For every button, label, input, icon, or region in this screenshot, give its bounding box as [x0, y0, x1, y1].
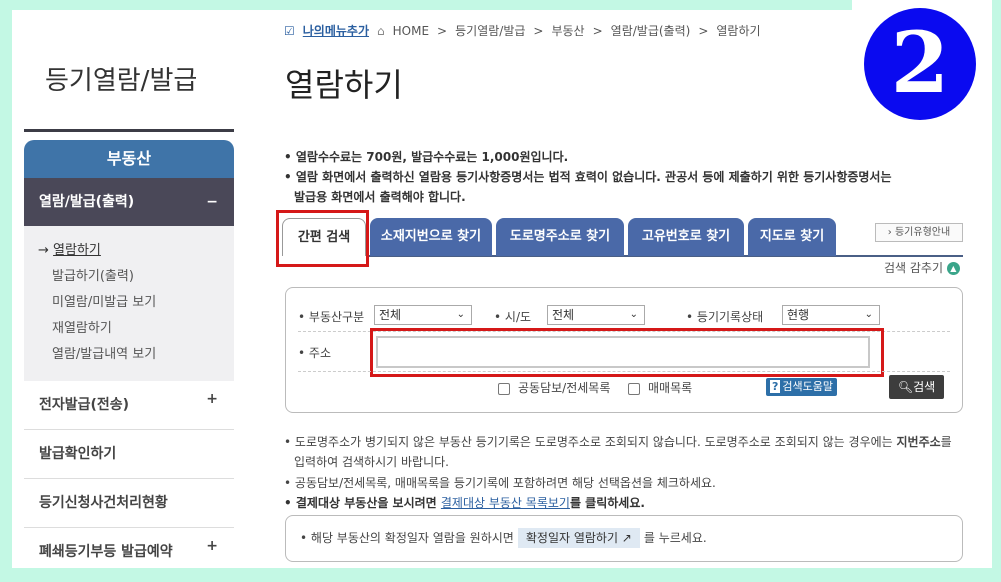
address-input[interactable] — [376, 336, 870, 368]
note-fee: • 열람수수료는 700원, 발급수수료는 1,000원입니다. — [284, 150, 569, 164]
crumb-property[interactable]: 부동산 — [551, 24, 585, 38]
search-tabs: 간편 검색 소재지번으로 찾기 도로명주소로 찾기 고유번호로 찾기 지도로 찾… — [282, 218, 836, 256]
submenu-item-unviewed[interactable]: 미열람/미발급 보기 — [52, 295, 157, 310]
confirm-date-view-button[interactable]: 확정일자 열람하기 ↗ — [517, 528, 640, 548]
note-options: • 공동담보/전세목록, 매매목록을 등기기록에 포함하려면 해당 선택옵션을 … — [284, 476, 716, 490]
sales-list-checkbox[interactable]: 매매목록 — [628, 379, 692, 396]
tab-map[interactable]: 지도로 찾기 — [748, 218, 836, 256]
collateral-checkbox[interactable]: 공동담보/전세목록 — [498, 379, 610, 396]
note-road-address: • 도로명주소가 병기되지 않은 부동산 등기기록은 도로명주소로 조회되지 않… — [284, 435, 952, 449]
collapse-icon[interactable]: − — [206, 194, 218, 210]
note-payment: • 결제대상 부동산을 보시려면 결제대상 부동산 목록보기를 클릭하세요. — [284, 496, 645, 510]
sidebar-item-status[interactable]: 등기신청사건처리현황 — [24, 479, 234, 528]
sido-label: • 시/도 — [494, 310, 532, 324]
search-help-button[interactable]: ? 검색도움말 — [766, 378, 837, 396]
sidebar-header: 부동산 — [24, 140, 234, 178]
expand-icon[interactable]: + — [206, 538, 218, 554]
divider — [24, 129, 234, 132]
question-icon: ? — [770, 380, 781, 393]
search-icon: 🔍︎ — [897, 380, 914, 394]
submenu-item-issue[interactable]: 발급하기(출력) — [52, 269, 134, 284]
tab-unique-number[interactable]: 고유번호로 찾기 — [628, 218, 744, 256]
status-select[interactable]: 현행 ⌄ — [782, 305, 880, 325]
submenu-item-view[interactable]: → 열람하기 — [38, 243, 101, 258]
property-type-select[interactable]: 전체 ⌄ — [374, 305, 472, 325]
expand-icon[interactable]: + — [206, 391, 218, 407]
sidebar-item-closed[interactable]: 폐쇄등기부등 발급예약 + — [24, 528, 234, 577]
divider — [298, 331, 950, 332]
note-legal-cont: 발급용 화면에서 출력해야 합니다. — [294, 190, 466, 204]
search-panel — [285, 287, 963, 413]
breadcrumb: ☑ 나의메뉴추가 ⌂ HOME > 등기열람/발급 > 부동산 > 열람/발급(출력)… — [284, 23, 761, 39]
sidebar-group-active[interactable]: 열람/발급(출력) − — [24, 178, 234, 226]
address-label: • 주소 — [298, 346, 331, 360]
add-my-menu-link[interactable]: 나의메뉴추가 — [302, 24, 370, 38]
chevron-down-icon: ⌄ — [864, 309, 873, 320]
registry-type-guide-button[interactable]: › 등기유형안내 — [875, 223, 963, 242]
status-label: • 등기기록상태 — [686, 310, 764, 324]
submenu-item-review[interactable]: 재열람하기 — [52, 321, 112, 336]
sidebar-submenu: → 열람하기 발급하기(출력) 미열람/미발급 보기 재열람하기 열람/발급내역… — [24, 226, 234, 381]
sidebar-item-electronic[interactable]: 전자발급(전송) + — [24, 381, 234, 430]
note-road-address-cont: 입력하여 검색하시기 바랍니다. — [294, 455, 449, 469]
page-title: 열람하기 — [285, 66, 403, 104]
sidebar-title: 등기열람/발급 — [45, 66, 198, 96]
crumb-registry[interactable]: 등기열람/발급 — [455, 24, 526, 38]
step-badge: 2 — [864, 8, 976, 120]
search-button[interactable]: 🔍︎검색 — [889, 375, 944, 399]
divider — [298, 371, 950, 372]
tab-lot-number[interactable]: 소재지번으로 찾기 — [370, 218, 492, 256]
note-legal: • 열람 화면에서 출력하신 열람용 등기사항증명서는 법적 효력이 없습니다.… — [284, 170, 892, 184]
group-label: 열람/발급(출력) — [39, 194, 135, 210]
crumb-current: 열람하기 — [716, 24, 761, 38]
arrow-icon: → — [38, 243, 49, 258]
sidebar-item-confirm[interactable]: 발급확인하기 — [24, 430, 234, 479]
highlight-box-address — [370, 328, 884, 377]
home-icon: ⌂ — [377, 23, 385, 38]
crumb-view-issue[interactable]: 열람/발급(출력) — [610, 24, 691, 38]
chevron-down-icon: ⌄ — [456, 309, 465, 320]
tab-road-address[interactable]: 도로명주소로 찾기 — [496, 218, 624, 256]
confirm-date-box: • 해당 부동산의 확정일자 열람을 원하시면 확정일자 열람하기 ↗ 를 누르세요… — [285, 515, 963, 562]
crumb-home[interactable]: HOME — [392, 23, 430, 38]
chevron-up-icon: ▲ — [946, 262, 960, 275]
payment-list-link[interactable]: 결제대상 부동산 목록보기 — [440, 496, 570, 510]
hide-search-toggle[interactable]: 검색 감추기 ▲ — [884, 259, 960, 276]
check-icon: ☑ — [284, 23, 295, 38]
sido-select[interactable]: 전체 ⌄ — [547, 305, 645, 325]
property-type-label: • 부동산구분 — [298, 310, 365, 324]
tab-underline — [366, 255, 963, 257]
chevron-down-icon: ⌄ — [629, 309, 638, 320]
highlight-box-tab — [276, 210, 369, 267]
submenu-item-history[interactable]: 열람/발급내역 보기 — [52, 347, 157, 362]
tab-simple-search[interactable]: 간편 검색 — [282, 218, 366, 256]
